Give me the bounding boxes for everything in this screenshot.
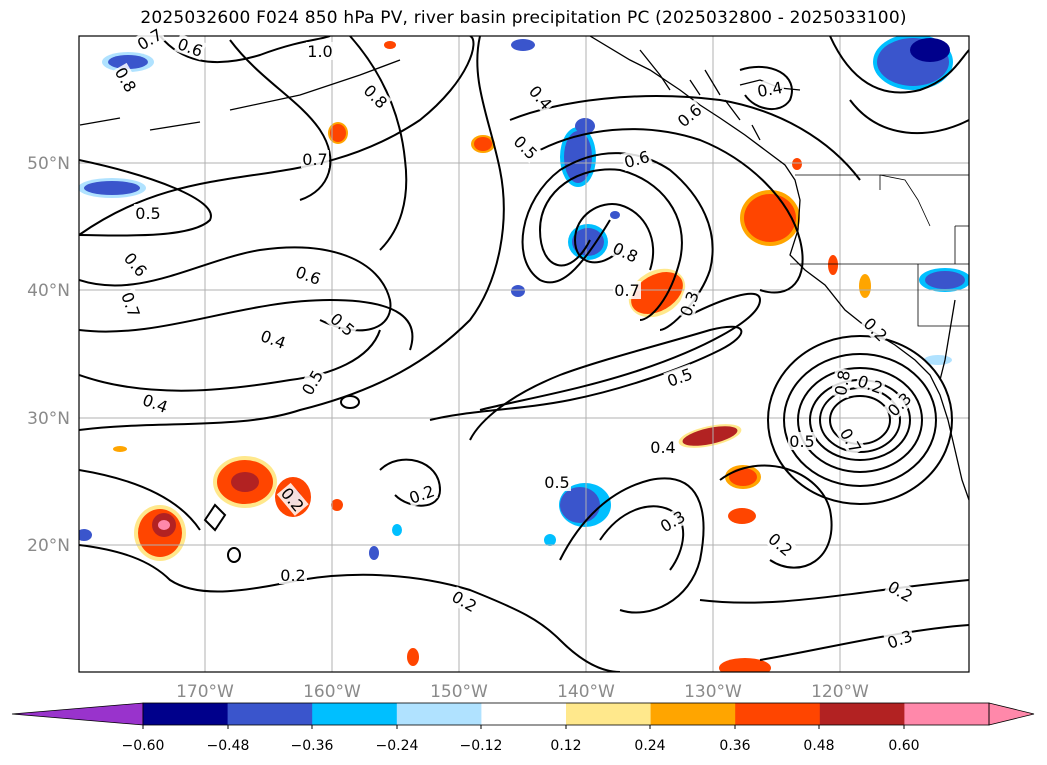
svg-text:0.8: 0.8	[831, 369, 854, 397]
colorbar-segment	[650, 703, 736, 725]
colorbar-tick-label: −0.60	[122, 738, 165, 754]
colorbar-segment	[143, 703, 229, 725]
contour-label: 0.7	[301, 150, 329, 169]
svg-text:0.5: 0.5	[789, 432, 814, 451]
contour-label: 1.0	[306, 42, 334, 61]
colorbar-segment	[819, 703, 905, 725]
colorbar-tick-label: 0.36	[719, 738, 750, 754]
lon-label-170w: 170°W	[176, 682, 234, 702]
colorbar-segment	[904, 703, 990, 725]
colorbar-segment	[312, 703, 398, 725]
political-borders	[790, 174, 969, 327]
lat-label-30n: 30°N	[27, 409, 70, 429]
svg-text:0.7: 0.7	[614, 281, 639, 300]
contour-label: 0.2	[279, 566, 307, 585]
colorbar-extend-right	[988, 702, 1035, 726]
lat-label-40n: 40°N	[27, 281, 70, 301]
contour-label: 0.5	[543, 473, 571, 492]
colorbar-tick-label: 0.24	[634, 738, 665, 754]
lat-label-50n: 50°N	[27, 154, 70, 174]
longitude-labels: 170°W 160°W 150°W 140°W 130°W 120°W	[176, 682, 869, 702]
contour-label: 0.5	[788, 432, 816, 451]
map-frame	[78, 35, 970, 673]
colorbar-tick-label: 0.48	[803, 738, 834, 754]
colorbar-tick-label: −0.12	[460, 738, 503, 754]
colorbar-tick-label: −0.48	[207, 738, 250, 754]
svg-text:0.7: 0.7	[302, 150, 327, 169]
contour-label: 0.8	[830, 367, 854, 399]
colorbar-segment	[735, 703, 821, 725]
lat-label-20n: 20°N	[27, 536, 70, 556]
contour-label: 0.7	[613, 281, 641, 300]
contour-label: 0.4	[257, 325, 290, 353]
svg-text:0.4: 0.4	[756, 78, 784, 101]
colorbar-tick-label: 0.60	[888, 738, 919, 754]
lon-label-150w: 150°W	[430, 682, 488, 702]
lon-label-160w: 160°W	[303, 682, 361, 702]
lon-label-120w: 120°W	[811, 682, 869, 702]
colorbar-tick-label: −0.36	[291, 738, 334, 754]
precip-shading	[79, 36, 969, 672]
contour-label: 0.4	[754, 77, 786, 101]
colorbar-ticks: −0.60 −0.48 −0.36 −0.24 −0.12 0.12 0.24 0.36 0.4…	[122, 725, 920, 754]
svg-text:1.0: 1.0	[307, 42, 332, 61]
map-plot-area	[78, 35, 970, 673]
colorbar-segment	[566, 703, 652, 725]
pv-contours	[79, 36, 969, 672]
colorbar-segment	[396, 703, 482, 725]
colorbar-tick-label: 0.12	[550, 738, 581, 754]
contour-label: 0.4	[649, 438, 677, 457]
colorbar-segment	[481, 703, 567, 725]
colorbar	[11, 702, 1035, 726]
contour-label: 0.8	[608, 238, 642, 267]
lon-label-140w: 140°W	[557, 682, 615, 702]
svg-text:0.4: 0.4	[650, 438, 675, 457]
lon-label-130w: 130°W	[684, 682, 742, 702]
svg-text:0.2: 0.2	[280, 566, 305, 585]
svg-text:0.5: 0.5	[544, 473, 569, 492]
latitude-labels: 50°N 40°N 30°N 20°N	[27, 154, 70, 556]
contour-label: 0.5	[134, 204, 162, 223]
colorbar-extend-left	[11, 702, 144, 726]
contour-label: 0.6	[292, 261, 325, 289]
map-title: 2025032600 F024 850 hPa PV, river basin …	[140, 8, 907, 28]
svg-text:0.5: 0.5	[135, 204, 160, 223]
colorbar-tick-label: −0.24	[376, 738, 419, 754]
colorbar-segment	[227, 703, 313, 725]
